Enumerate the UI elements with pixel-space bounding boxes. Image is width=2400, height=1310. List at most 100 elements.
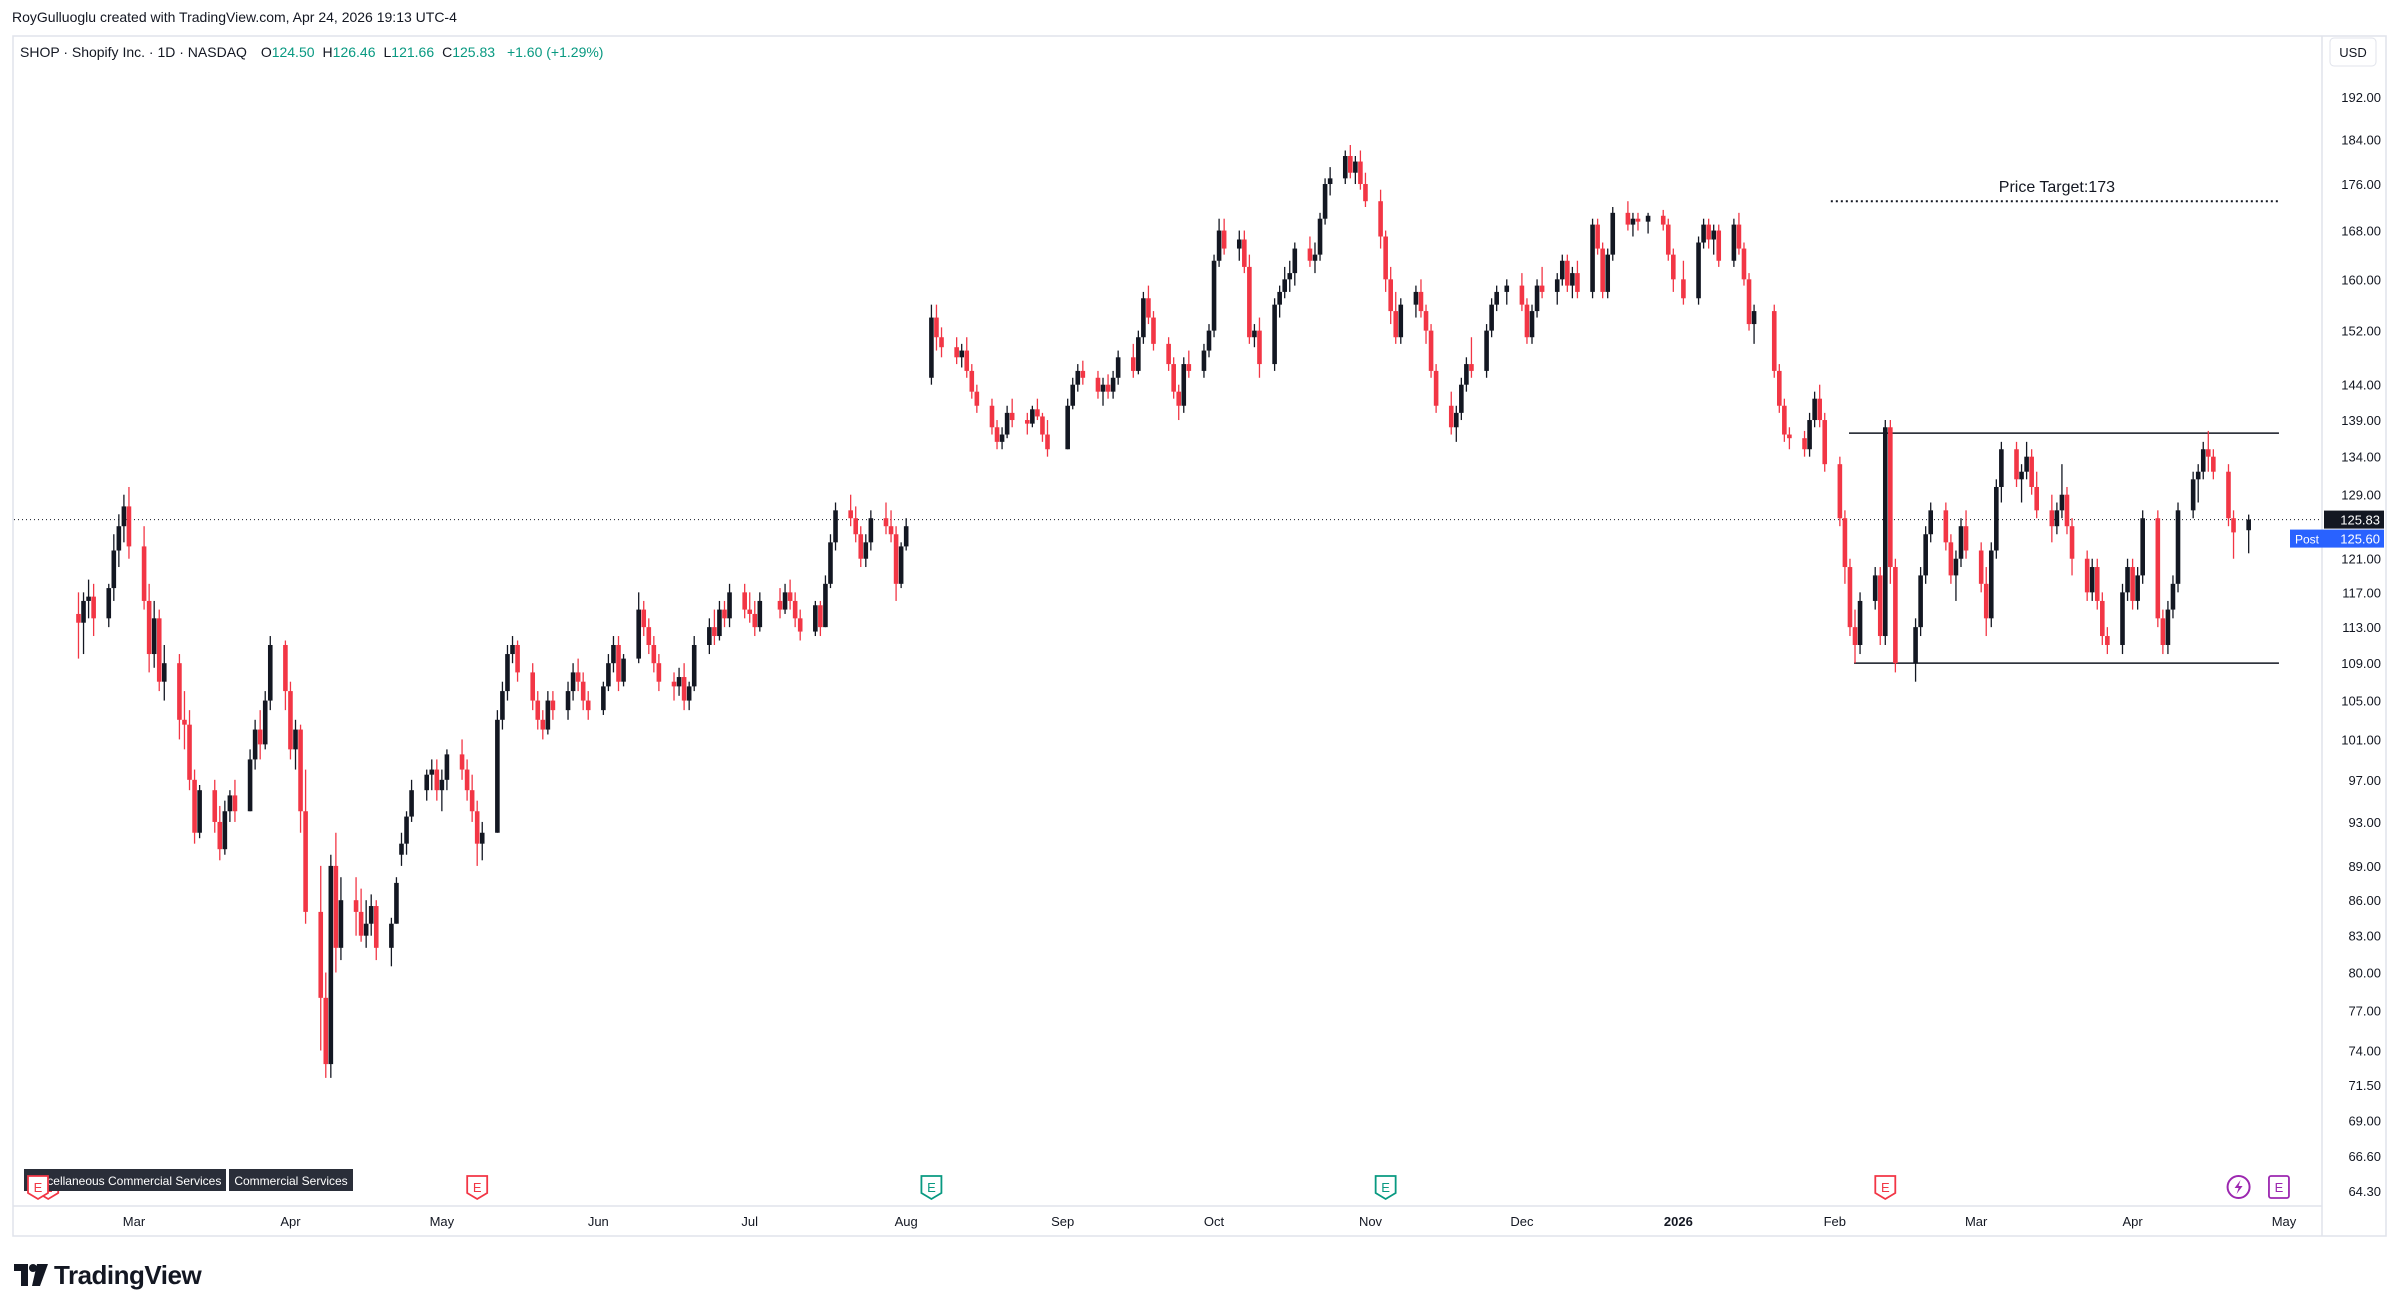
candle[interactable]	[474, 800, 480, 866]
candle[interactable]	[328, 854, 334, 1078]
candle[interactable]	[1554, 273, 1560, 305]
candle[interactable]	[1317, 212, 1323, 261]
candle[interactable]	[182, 691, 187, 750]
candle[interactable]	[247, 749, 253, 812]
candle[interactable]	[1605, 248, 1611, 299]
candle[interactable]	[777, 588, 783, 619]
candle[interactable]	[787, 579, 793, 610]
candle[interactable]	[1030, 405, 1035, 428]
candle[interactable]	[1716, 224, 1722, 267]
candle[interactable]	[1504, 279, 1510, 305]
candle[interactable]	[2089, 558, 2095, 601]
candle[interactable]	[1181, 357, 1187, 413]
candle[interactable]	[691, 636, 697, 692]
candle[interactable]	[283, 640, 288, 711]
candle[interactable]	[964, 337, 970, 378]
candle[interactable]	[853, 506, 859, 543]
candle[interactable]	[1136, 330, 1141, 375]
candle[interactable]	[2170, 575, 2176, 619]
candle[interactable]	[212, 779, 218, 833]
candle[interactable]	[2200, 441, 2206, 480]
candle[interactable]	[2195, 464, 2201, 503]
candle[interactable]	[1635, 212, 1641, 231]
earnings-event-icon[interactable]: E	[466, 1175, 489, 1201]
candle[interactable]	[2014, 441, 2019, 487]
candle[interactable]	[1186, 350, 1192, 378]
candle[interactable]	[1201, 343, 1207, 378]
candle[interactable]	[530, 663, 536, 711]
candle[interactable]	[1216, 218, 1222, 267]
candle[interactable]	[671, 672, 677, 701]
candle[interactable]	[146, 583, 152, 673]
candle[interactable]	[1110, 370, 1116, 399]
candle[interactable]	[76, 592, 81, 659]
candle[interactable]	[1004, 405, 1010, 439]
candle[interactable]	[1080, 360, 1086, 385]
candle[interactable]	[1948, 534, 1954, 584]
candle[interactable]	[389, 917, 394, 967]
candle[interactable]	[2130, 558, 2135, 610]
candle[interactable]	[2120, 583, 2125, 655]
candle[interactable]	[1802, 430, 1807, 457]
candle[interactable]	[934, 304, 939, 351]
candle[interactable]	[570, 663, 576, 701]
candle[interactable]	[580, 672, 586, 711]
candle[interactable]	[616, 636, 621, 692]
candle[interactable]	[2029, 449, 2034, 495]
candle[interactable]	[1559, 254, 1565, 286]
candle[interactable]	[1671, 248, 1676, 292]
candle[interactable]	[2100, 592, 2105, 645]
candle[interactable]	[1272, 298, 1277, 371]
candle[interactable]	[1115, 350, 1121, 385]
candle[interactable]	[1025, 412, 1030, 435]
candle[interactable]	[1877, 567, 1883, 645]
candle[interactable]	[1812, 391, 1817, 428]
candle[interactable]	[888, 510, 894, 543]
candle[interactable]	[1882, 420, 1888, 645]
candle[interactable]	[1857, 592, 1863, 655]
earnings-event-icon[interactable]: E	[27, 1175, 49, 1201]
candle[interactable]	[141, 526, 147, 610]
candle[interactable]	[2105, 627, 2110, 655]
candle[interactable]	[651, 636, 657, 673]
candle[interactable]	[601, 681, 606, 715]
candle[interactable]	[1413, 285, 1419, 318]
candle[interactable]	[828, 534, 833, 589]
candle[interactable]	[954, 337, 959, 365]
candle[interactable]	[2094, 558, 2100, 610]
candle[interactable]	[959, 343, 964, 368]
candle[interactable]	[1746, 273, 1752, 331]
candle[interactable]	[2049, 494, 2055, 543]
candle[interactable]	[1837, 456, 1843, 527]
candle[interactable]	[797, 609, 803, 641]
candle[interactable]	[747, 592, 753, 623]
candle[interactable]	[1665, 218, 1671, 261]
candle[interactable]	[1383, 230, 1388, 292]
candle[interactable]	[111, 534, 117, 601]
earnings-event-icon[interactable]: E	[2268, 1175, 2290, 1199]
candle[interactable]	[1524, 298, 1530, 344]
candle[interactable]	[1206, 324, 1212, 358]
candle[interactable]	[2054, 502, 2060, 535]
candle[interactable]	[989, 398, 995, 435]
candle[interactable]	[813, 600, 818, 637]
candle[interactable]	[257, 710, 263, 760]
candle[interactable]	[1418, 279, 1424, 318]
candle[interactable]	[1312, 242, 1318, 274]
candle[interactable]	[606, 654, 611, 692]
candle[interactable]	[535, 691, 541, 730]
candle[interactable]	[1433, 364, 1439, 413]
candle[interactable]	[1236, 230, 1242, 261]
candle[interactable]	[782, 583, 788, 614]
candle[interactable]	[1953, 550, 1959, 601]
candle[interactable]	[1645, 212, 1651, 234]
candle[interactable]	[358, 888, 364, 942]
candle[interactable]	[479, 821, 485, 861]
candle[interactable]	[404, 811, 409, 855]
split-event-icon[interactable]	[2226, 1175, 2251, 1199]
candle[interactable]	[1610, 207, 1616, 261]
candle[interactable]	[1681, 260, 1686, 305]
candle[interactable]	[459, 739, 465, 780]
candle[interactable]	[722, 600, 727, 628]
candle[interactable]	[293, 719, 298, 770]
